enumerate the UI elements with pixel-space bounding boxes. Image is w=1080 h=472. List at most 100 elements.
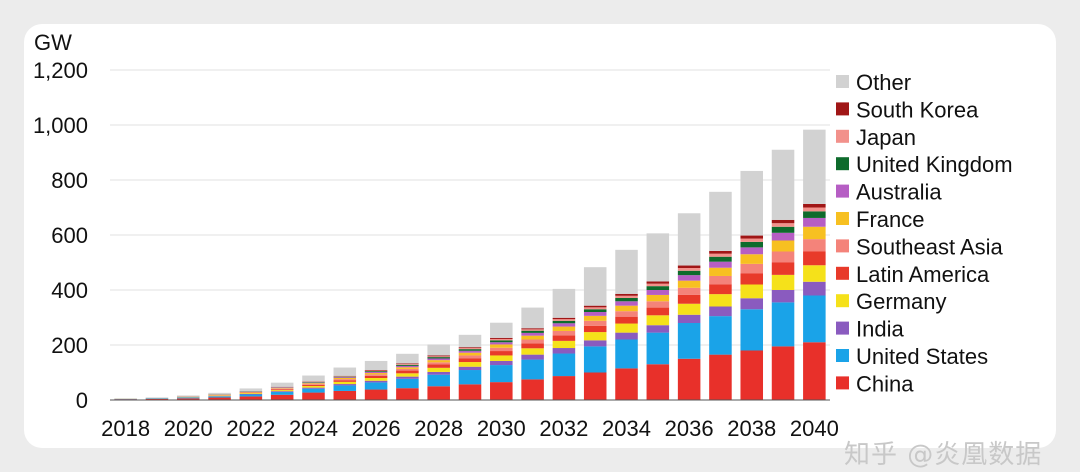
bar-segment: [709, 306, 732, 317]
bar-segment: [490, 338, 513, 341]
bar-segment: [740, 241, 764, 248]
bar-segment: [458, 384, 482, 400]
bar-segment: [709, 316, 732, 355]
legend-label: India: [856, 317, 904, 342]
bar-segment: [458, 349, 482, 351]
y-tick-label: 400: [51, 278, 88, 303]
bar-segment: [396, 368, 419, 371]
y-tick-label: 800: [51, 168, 88, 193]
bar-segment: [677, 268, 701, 271]
bar-segment: [239, 396, 263, 400]
bar-segment: [709, 275, 732, 285]
bar-segment: [458, 370, 482, 385]
bar-segment: [490, 382, 513, 400]
legend-label: South Korea: [856, 97, 979, 122]
x-tick-label: 2018: [101, 416, 150, 441]
bar-segment: [521, 339, 544, 344]
legend-label: France: [856, 207, 924, 232]
bar-segment: [615, 293, 638, 296]
bar-segment: [552, 335, 576, 341]
bar-segment: [364, 360, 388, 371]
bar-segment: [302, 375, 325, 382]
bar-segment: [176, 397, 200, 399]
x-tick-label: 2038: [727, 416, 776, 441]
bar-segment: [771, 302, 795, 347]
bar-segment: [521, 330, 544, 333]
bar-segment: [396, 388, 419, 400]
bar-segment: [677, 265, 701, 268]
bar-segment: [709, 267, 732, 276]
bar-segment: [521, 379, 544, 400]
bar-segment: [740, 254, 764, 264]
bar-segment: [364, 370, 388, 372]
bar-segment: [771, 262, 795, 275]
legend-swatch: [836, 75, 849, 88]
bar-segment: [364, 375, 388, 378]
y-tick-label: 1,200: [33, 58, 88, 83]
x-tick-label: 2034: [602, 416, 651, 441]
bar-segment: [771, 290, 795, 303]
bar-segment: [396, 365, 419, 368]
legend-swatch: [836, 349, 849, 362]
bar-segment: [771, 149, 795, 220]
bar-segment: [145, 398, 169, 400]
x-tick-label: 2036: [665, 416, 714, 441]
bar-segment: [396, 370, 419, 374]
bar-segment: [333, 376, 357, 377]
bar-segment: [364, 380, 388, 383]
bar-segment: [803, 129, 826, 204]
bar-segment: [521, 359, 544, 380]
bar-segment: [771, 240, 795, 252]
bar-segment: [239, 388, 263, 392]
bar-segment: [583, 307, 607, 310]
bar-segment: [615, 311, 638, 317]
legend-label: Japan: [856, 125, 916, 150]
bar-segment: [646, 332, 670, 365]
axes: 0 200 400 600 800 1,000 1,200 GW 2018 2020 2022 202…: [33, 30, 839, 441]
bar-segment: [771, 274, 795, 290]
bar-segment: [552, 340, 576, 349]
bar-segment: [803, 207, 826, 212]
bar-segment: [615, 339, 638, 369]
bar-segment: [427, 357, 450, 359]
legend-label: United States: [856, 344, 988, 369]
bar-segment: [270, 391, 294, 393]
bar-segment: [490, 322, 513, 338]
bar-segment: [615, 295, 638, 298]
bar-segment: [364, 370, 388, 371]
bar-segment: [677, 314, 701, 323]
bar-segment: [490, 342, 513, 345]
bar-segment: [646, 315, 670, 326]
bar-segment: [490, 360, 513, 366]
bar-segment: [740, 284, 764, 299]
bar-segment: [709, 294, 732, 307]
bar-segment: [208, 392, 231, 395]
legend-swatch: [836, 212, 849, 225]
bar-segment: [458, 352, 482, 356]
bar-segment: [646, 301, 670, 308]
bar-segment: [427, 386, 450, 400]
legend-swatch: [836, 184, 849, 198]
bar-segment: [583, 305, 607, 308]
bar-segment: [302, 392, 325, 400]
bar-segment: [396, 373, 419, 377]
y-tick-label: 1,000: [33, 113, 88, 138]
x-tick-label: 2032: [539, 416, 588, 441]
bar-segment: [771, 226, 795, 233]
bar-segment: [396, 353, 419, 364]
x-tick-label: 2024: [289, 416, 338, 441]
bar-segment: [427, 344, 450, 356]
legend-label: Other: [856, 70, 911, 95]
y-tick-label: 600: [51, 223, 88, 248]
bar-segment: [709, 191, 732, 251]
bar-segment: [583, 315, 607, 321]
bar-segment: [803, 203, 826, 208]
bar-segment: [583, 340, 607, 347]
watermark: 知乎 @炎凰数据: [844, 440, 1043, 470]
bar-segment: [803, 239, 826, 252]
bar-segment: [771, 223, 795, 227]
bar-segment: [552, 353, 576, 377]
chart-card: 0 200 400 600 800 1,000 1,200 GW 2018 2020 2022 202…: [24, 24, 1056, 470]
bar-segment: [646, 325, 670, 333]
